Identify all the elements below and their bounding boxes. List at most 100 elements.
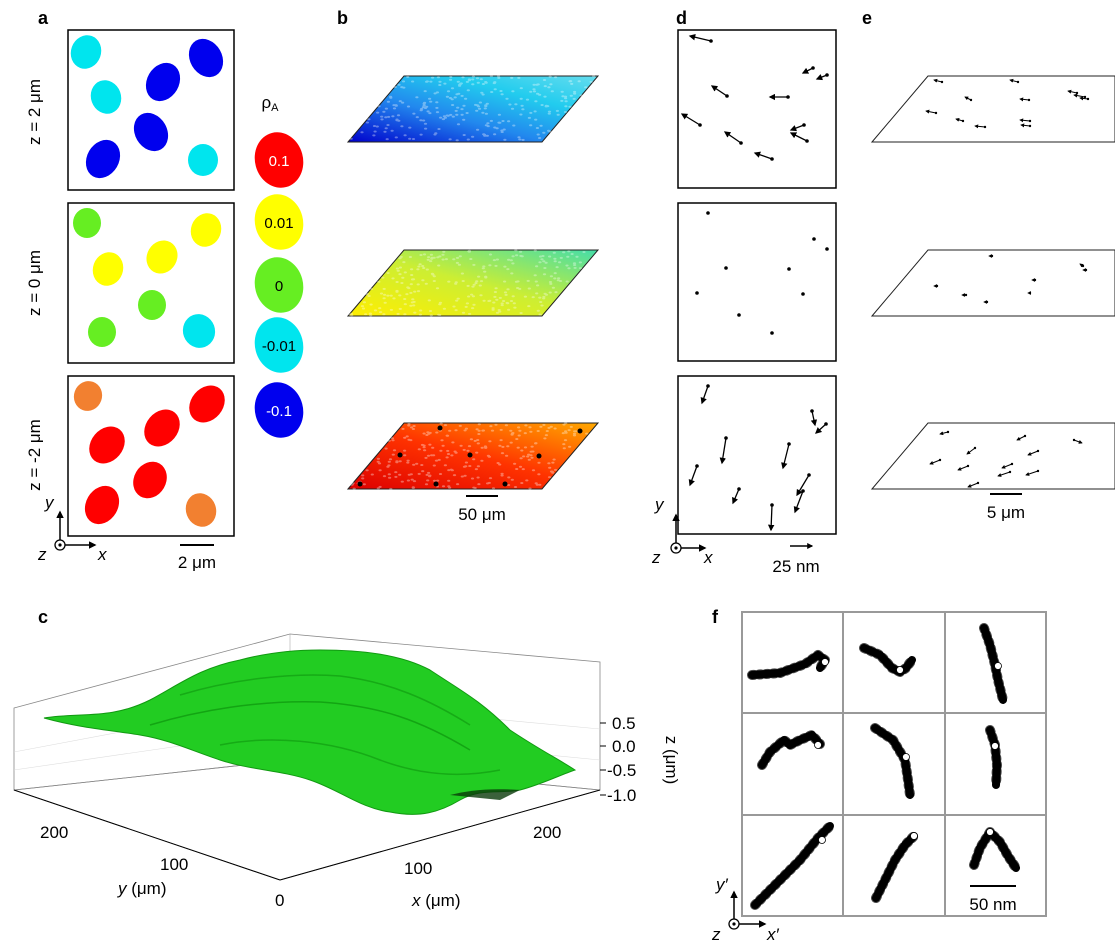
track-start-marker <box>818 836 826 844</box>
y-tick-1: 100 <box>160 855 188 874</box>
localization-dot <box>787 267 791 271</box>
drift-arrow <box>810 410 818 427</box>
e-arrow <box>1073 439 1083 444</box>
z-tick-3: -1.0 <box>607 786 636 805</box>
drift-arrow <box>753 151 773 160</box>
z-axis-label: z (μm) <box>662 736 681 785</box>
y-tick-0: 200 <box>40 823 68 842</box>
drift-arrow <box>767 504 775 532</box>
legend-value: 0.1 <box>269 153 290 170</box>
legend-swatch <box>254 132 304 188</box>
drift-arrow <box>789 132 808 142</box>
plane-mid <box>346 249 600 317</box>
drift-arrow <box>793 490 804 514</box>
e-arrow <box>1027 450 1039 456</box>
track-start-marker <box>910 832 918 840</box>
axis-y-label-d: y <box>654 495 665 514</box>
panel-label-b: b <box>337 8 348 28</box>
axis-x-label-a: x <box>97 545 107 564</box>
legend-entry: -0.1 <box>254 382 304 438</box>
y-axis-label: y (μm) <box>117 879 167 898</box>
legend-swatch <box>254 257 304 313</box>
row-label-bot: z = -2 μm <box>25 419 44 491</box>
e-arrow <box>955 117 964 122</box>
track-start-marker <box>896 666 904 674</box>
legend-value: 0 <box>275 278 283 295</box>
z-tick-0: 0.5 <box>612 714 636 733</box>
drift-arrow <box>815 423 827 434</box>
legend-entry: 0.1 <box>254 132 304 188</box>
plane-bottom <box>346 422 600 490</box>
fiducial-dots <box>357 425 583 487</box>
e-arrow <box>1079 96 1089 101</box>
axis-z-label-f: z <box>711 925 721 942</box>
track-start-marker <box>902 753 910 761</box>
e-arrow <box>997 471 1011 477</box>
scalebar-e-label: 5 μm <box>987 503 1025 522</box>
track-start-marker <box>814 741 822 749</box>
plane-top <box>346 75 600 143</box>
localization-dot <box>706 211 710 215</box>
e-arrow <box>966 447 976 455</box>
e-arrow <box>933 78 943 83</box>
legend-title: ρA <box>261 93 279 114</box>
panel-label-c: c <box>38 607 48 627</box>
legend-value: -0.1 <box>266 403 292 420</box>
scalebar-a-label: 2 μm <box>178 553 216 572</box>
e-arrow <box>1067 89 1078 94</box>
e-arrow <box>939 431 949 436</box>
rho-legend: ρA 0.1 0.01 0 -0.01 -0.1 <box>254 93 304 438</box>
axis-z-label-d: z <box>651 548 661 567</box>
panel-label-f: f <box>712 607 719 627</box>
axis-y-label-f: y′ <box>715 875 729 894</box>
e-arrow <box>967 482 979 488</box>
legend-entry: 0 <box>254 257 304 313</box>
localization-dot <box>737 313 741 317</box>
track-start-marker <box>994 662 1002 670</box>
panel-a-mid-box <box>67 202 235 364</box>
panel-e: 5 μm <box>870 75 1115 522</box>
panel-label-e: e <box>862 8 872 28</box>
panel-a-axes: y z x <box>37 493 107 564</box>
axis-x-label-f: x′ <box>766 925 780 942</box>
axis-y-label-a: y <box>44 493 55 512</box>
row-label-mid: z = 0 μm <box>25 250 44 316</box>
x-axis-label: x (μm) <box>411 891 461 910</box>
e-arrow <box>1001 463 1013 469</box>
localization-dot <box>770 331 774 335</box>
scalebar-a: 2 μm <box>178 544 216 572</box>
row-label-top: z = 2 μm <box>25 79 44 145</box>
drift-arrow <box>789 124 805 132</box>
legend-swatch <box>254 382 304 438</box>
x-tick-0: 100 <box>404 859 432 878</box>
drift-arrow <box>732 488 740 505</box>
z-tick-2: -0.5 <box>607 761 636 780</box>
scalebar-f-label: 50 nm <box>969 895 1016 914</box>
drift-arrow <box>781 443 790 470</box>
scalebar-b-label: 50 μm <box>458 505 506 524</box>
localization-dot <box>724 266 728 270</box>
panel-label-a: a <box>38 8 49 28</box>
e-arrow <box>974 124 986 129</box>
drift-arrow <box>796 474 810 497</box>
legend-value: 0.01 <box>264 215 293 232</box>
e-arrow <box>957 465 969 471</box>
panel-c-surface: 0.5 0.0 -0.5 -1.0 z (μm) 200 100 0 y (μm… <box>13 633 681 910</box>
legend-entry: 0.01 <box>254 194 304 250</box>
localization-dot <box>695 291 699 295</box>
axis-x-label-d: x <box>703 548 713 567</box>
panel-b: 50 μm <box>346 75 600 524</box>
legend-swatch <box>254 317 304 373</box>
drift-arrow <box>815 74 828 81</box>
track-start-marker <box>991 742 999 750</box>
e-arrow <box>1019 118 1031 123</box>
track-start-marker <box>821 658 829 666</box>
localization-dot <box>825 247 829 251</box>
x-tick-1: 200 <box>533 823 561 842</box>
e-arrow <box>1025 470 1039 476</box>
panel-d: y z x 25 nm <box>651 29 837 576</box>
legend-entry: -0.01 <box>254 317 304 373</box>
drift-arrow <box>688 34 712 42</box>
legend-value: -0.01 <box>262 338 296 355</box>
